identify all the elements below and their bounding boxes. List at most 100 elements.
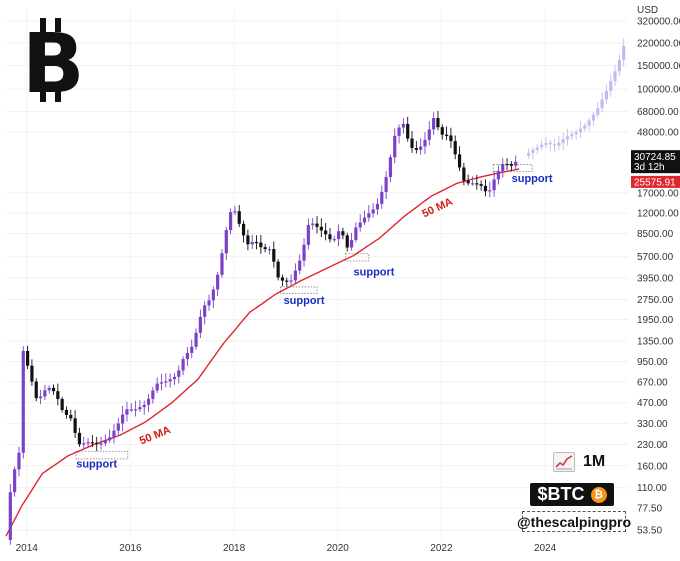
x-tick-label: 2022 [430, 543, 453, 554]
candle [432, 118, 436, 130]
candle [159, 382, 164, 384]
candle [272, 249, 276, 262]
bitcoin-logo-icon: B [22, 17, 85, 112]
currency-label: USD [637, 5, 658, 16]
candle [505, 163, 509, 166]
candle [336, 231, 341, 240]
annotation-support-2023: support [512, 173, 553, 185]
candle [151, 390, 155, 399]
candle [453, 141, 457, 155]
projection-candle [613, 71, 617, 82]
author-handle: @thescalpingpro [517, 511, 631, 532]
candle [475, 183, 479, 185]
candle [77, 432, 82, 445]
y-tick-label: 8500.00 [637, 229, 674, 240]
candle [501, 163, 505, 171]
candle [211, 289, 215, 301]
candle [315, 223, 319, 227]
current-price-box [631, 150, 680, 174]
projection-candle [544, 142, 548, 145]
y-tick-label: 230.00 [637, 440, 668, 451]
candle [164, 381, 168, 383]
support-zone [75, 450, 129, 460]
y-tick-label: 330.00 [637, 419, 668, 430]
projection-candle [570, 134, 574, 137]
candle [241, 223, 246, 236]
candle [64, 409, 69, 415]
candle [60, 399, 64, 410]
candle [254, 242, 259, 244]
y-tick-label: 100000.00 [637, 85, 680, 96]
y-tick-label: 12000.00 [637, 209, 679, 220]
price-countdown-label: 3d 12h [634, 162, 665, 173]
candle [259, 242, 263, 248]
candle [233, 211, 237, 213]
projection-candle [552, 144, 557, 146]
candle [362, 217, 367, 223]
candle [30, 365, 34, 382]
candle [328, 234, 332, 240]
y-tick-label: 3950.00 [637, 274, 674, 285]
current-price-label: 30724.85 [634, 152, 676, 163]
y-tick-label: 77.50 [637, 504, 662, 515]
candle [488, 190, 492, 192]
candle [410, 138, 414, 149]
candle [216, 274, 220, 290]
candle-layer [8, 38, 626, 545]
candle [69, 414, 73, 419]
y-tick-label: 220000.00 [637, 38, 680, 49]
support-zone [345, 253, 370, 262]
candle [38, 396, 43, 399]
candle [514, 161, 518, 166]
projection-candle [591, 114, 596, 121]
ma-price-box [631, 175, 680, 188]
y-tick-label: 150000.00 [637, 61, 680, 72]
annotation-ma-2022: 50 MA [420, 196, 454, 221]
candle [17, 452, 21, 470]
candle [358, 222, 362, 228]
projection-candle [527, 152, 531, 156]
candle [99, 443, 103, 445]
y-tick-label: 68000.00 [637, 107, 679, 118]
candle [190, 346, 194, 353]
annotation-support-2020: support [354, 266, 395, 278]
candle [384, 177, 388, 192]
projection-candle [622, 45, 626, 60]
projection-candle [574, 132, 578, 135]
x-tick-label: 2018 [223, 543, 246, 554]
candle [90, 442, 94, 444]
candle [349, 239, 354, 248]
timeframe-badge: 1M [553, 452, 605, 472]
candle [224, 229, 228, 254]
candle [388, 157, 393, 178]
candle [457, 154, 462, 168]
candle [133, 409, 138, 411]
candle [419, 146, 423, 150]
candle [51, 387, 56, 392]
candle [172, 376, 177, 380]
candle [298, 260, 302, 271]
candle [380, 191, 384, 204]
candle [203, 305, 207, 317]
chart-increasing-icon [553, 452, 575, 472]
time-axis: 2014 2016 2018 2020 2022 2024 [16, 543, 557, 554]
projection-candle [600, 99, 604, 109]
candle [95, 442, 99, 445]
ma-price-label: 25575.91 [634, 177, 676, 188]
candle [354, 227, 358, 240]
projection-candle [535, 147, 539, 151]
candle [397, 127, 401, 136]
y-tick-label: 53.50 [637, 525, 662, 536]
annotation-support-2019: support [284, 295, 325, 307]
candle [427, 129, 431, 140]
candle [181, 359, 185, 371]
candle [73, 418, 77, 433]
y-tick-label: 1950.00 [637, 315, 674, 326]
candle [462, 167, 466, 181]
x-tick-label: 2024 [534, 543, 557, 554]
projection-candle [557, 142, 561, 146]
y-tick-label: 48000.00 [637, 128, 679, 139]
x-tick-label: 2014 [16, 543, 39, 554]
candle [289, 280, 293, 282]
